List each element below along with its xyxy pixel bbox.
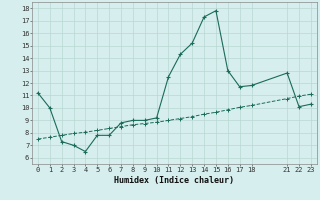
X-axis label: Humidex (Indice chaleur): Humidex (Indice chaleur)	[115, 176, 234, 185]
